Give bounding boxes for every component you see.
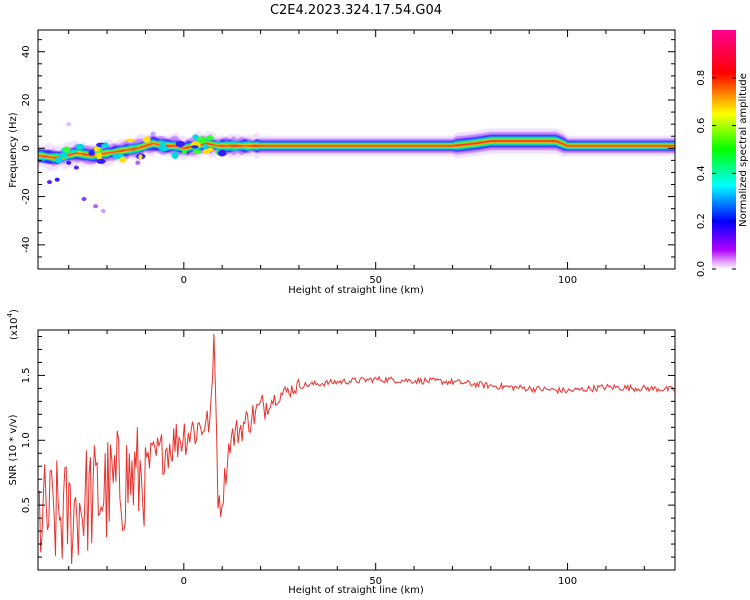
spectrogram-blob [202,143,208,150]
snr-multiplier-close: ) [9,309,20,313]
snr-frame [37,329,676,571]
spectrogram-blob [69,149,78,153]
x-tick-label: 50 [369,576,382,587]
y-tick-label: -40 [21,237,32,253]
y-tick-label: 1.5 [21,367,32,383]
spectrogram-blob [138,154,143,160]
spectrogram-blob [62,146,71,153]
spectrogram-blob [158,145,169,152]
colorbar: 0.0 0.2 0.4 0.6 0.8 Normalized spectral ampl… [696,30,749,277]
x-tick-label: 100 [558,275,577,286]
spectrogram-speckle [81,196,87,201]
spectrogram-blob [171,151,179,159]
spectrogram-blob [192,149,202,155]
spectrogram-xlabel: Height of straight line (km) [288,285,424,296]
spectrogram-speckle [135,160,141,165]
y-tick-label: 1.0 [21,432,32,448]
spectrogram-speckle [47,180,53,185]
colorbar-gradient [712,30,736,269]
spectrogram-speckle [93,204,99,209]
spectrogram-heatmap [38,122,675,214]
spectrogram-blob [205,135,214,141]
snr-series-line [38,333,675,564]
spectrogram-blob [95,152,103,158]
spectrogram-blob [192,134,199,140]
snr-multiplier-exponent: 4 [6,312,14,317]
spectrogram-blob [88,150,95,156]
figure-title: C2E4.2023.324.17.54.G04 [270,3,442,18]
spectrogram-blob [93,146,100,152]
x-tick-label: 0 [181,275,187,286]
spectrogram-blob [40,157,46,161]
spectrogram-panel: 0 50 100 -40 -20 0 20 40 Height of straight lin… [8,29,676,296]
snr-xlabel: Height of straight line (km) [288,585,424,596]
spectrogram-speckle [66,122,72,127]
snr-ylabel: SNR (10 * v/v) [8,414,19,485]
spectrogram-blob [175,140,185,147]
spectrogram-blob [75,143,85,150]
spectrogram-speckle [54,177,60,182]
colorbar-tick-label: 0.0 [696,261,707,277]
y-tick-label: 20 [21,94,32,107]
y-tick-label: 0 [21,145,32,151]
colorbar-tick-label: 0.2 [696,213,707,229]
spectrogram-speckle [150,131,156,136]
colorbar-tick-label: 0.8 [696,70,707,86]
snr-multiplier: (x104) [6,309,20,340]
spectrogram-blob [100,143,110,148]
colorbar-label: Normalized spectral amplitude [738,73,749,227]
x-tick-label: 0 [181,576,187,587]
spectrogram-blob [58,152,69,158]
svg-text:(x104): (x104) [6,309,20,340]
spectrogram-ylabel: Frequency (Hz) [8,112,19,188]
spectrogram-blob [112,153,122,159]
spectrogram-speckle [73,165,79,170]
spectrogram-blob [119,156,127,163]
spectrogram-frame [37,29,676,270]
spectrogram-blob [217,149,227,157]
y-tick-label: 40 [21,45,32,58]
x-tick-label: 100 [558,576,577,587]
spectrogram-blob [96,156,103,160]
spectrogram-blob [55,156,63,164]
spectrogram-blob [96,158,106,164]
spectrogram-blob [202,149,210,155]
y-tick-label: -20 [21,188,32,204]
snr-panel: 0 50 100 0.5 1.0 1.5 Height of straight line … [6,309,676,596]
spectrogram-speckle [100,209,106,214]
spectrogram-blob [197,136,207,144]
spectrogram-blob [191,145,199,149]
spectrogram-speckle [66,160,72,165]
spectrogram-blob [125,138,136,142]
colorbar-ticks: 0.0 0.2 0.4 0.6 0.8 [696,70,736,277]
x-tick-label: 50 [369,275,382,286]
spectrogram-blob [142,136,151,143]
y-tick-label: 0.5 [21,497,32,513]
spectrogram-blob [182,150,187,154]
colorbar-tick-label: 0.4 [696,165,707,181]
snr-multiplier-base: (x10 [9,317,20,340]
spectrogram-ticks: 0 50 100 -40 -20 0 20 40 [21,30,675,286]
colorbar-tick-label: 0.6 [696,118,707,134]
snr-ticks: 0 50 100 0.5 1.0 1.5 [21,330,675,587]
